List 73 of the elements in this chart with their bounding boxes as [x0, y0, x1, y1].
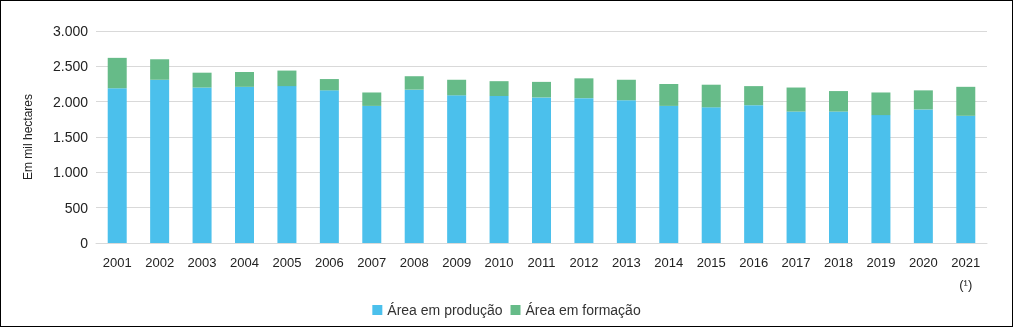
bar	[107, 57, 127, 89]
x-tick-label: 2001	[102, 254, 132, 270]
x-tick-label: 2015	[696, 254, 726, 270]
y-tick-label: 1.500	[52, 129, 89, 145]
bar	[277, 86, 297, 243]
bar	[447, 79, 467, 96]
y-tick-label: 0	[80, 235, 89, 251]
bar	[404, 76, 424, 90]
bar	[277, 70, 297, 87]
y-tick-label: 2.000	[52, 93, 89, 110]
x-tick-label: 2021 (¹)	[951, 254, 981, 292]
bar	[913, 90, 933, 110]
x-tick-label: 2004	[230, 254, 259, 270]
x-tick-label: 2005	[272, 254, 302, 270]
bar	[319, 79, 339, 91]
bar	[235, 86, 254, 243]
bar	[447, 95, 467, 243]
legend-label: Área em formação	[525, 302, 641, 318]
x-tick-label: 2016	[739, 254, 769, 270]
x-tick-label: 2007	[357, 254, 387, 270]
y-tick-label: 2.500	[52, 58, 89, 75]
x-tick-label: 2010	[484, 254, 514, 270]
x-tick-label: 2002	[145, 254, 175, 270]
bar	[744, 86, 764, 106]
y-tick-label: 1.000	[52, 164, 89, 181]
x-tick-label: 2006	[314, 254, 344, 270]
bar	[616, 100, 636, 243]
bar	[701, 84, 721, 108]
bar	[489, 81, 509, 97]
bar	[532, 81, 551, 98]
y-tick-label: 3.000	[52, 23, 89, 39]
x-tick-label: 2017	[781, 254, 811, 270]
bar	[192, 72, 212, 88]
bar	[532, 97, 551, 243]
bar	[362, 105, 382, 243]
x-tick-label: 2013	[611, 254, 641, 270]
bar	[829, 111, 848, 243]
x-tick-label: 2019	[866, 254, 896, 270]
x-tick-label: 2011	[527, 254, 556, 270]
bar	[574, 98, 594, 243]
bar	[786, 111, 806, 243]
bar	[871, 115, 891, 243]
x-tick-label: 2018	[824, 254, 853, 270]
x-tick-label: 2003	[187, 254, 217, 270]
bar	[956, 86, 976, 116]
bar	[786, 87, 806, 112]
bar	[150, 79, 170, 243]
bar	[871, 92, 891, 116]
bar	[616, 79, 636, 101]
bar	[829, 91, 848, 112]
bar	[150, 59, 170, 80]
bar	[744, 105, 764, 243]
x-tick-label: 2008	[399, 254, 429, 270]
x-tick-label: 2009	[442, 254, 472, 270]
y-axis-title: Em mil hectares	[21, 93, 35, 181]
y-tick-label: 500	[64, 199, 89, 216]
bar	[659, 105, 679, 243]
bar	[107, 88, 127, 243]
bar	[701, 107, 721, 243]
bar	[574, 78, 594, 99]
x-tick-label: 2020	[908, 254, 938, 270]
bar	[913, 109, 933, 243]
bar	[319, 90, 339, 243]
bar	[659, 84, 679, 106]
bar	[489, 96, 509, 243]
bar	[362, 92, 382, 106]
bar	[404, 89, 424, 243]
bar	[235, 71, 254, 87]
x-tick-label: 2014	[654, 254, 684, 270]
legend-label: Área em produção	[387, 302, 503, 318]
bar	[956, 115, 976, 243]
x-tick-label: 2012	[569, 254, 599, 270]
bar	[192, 87, 212, 243]
